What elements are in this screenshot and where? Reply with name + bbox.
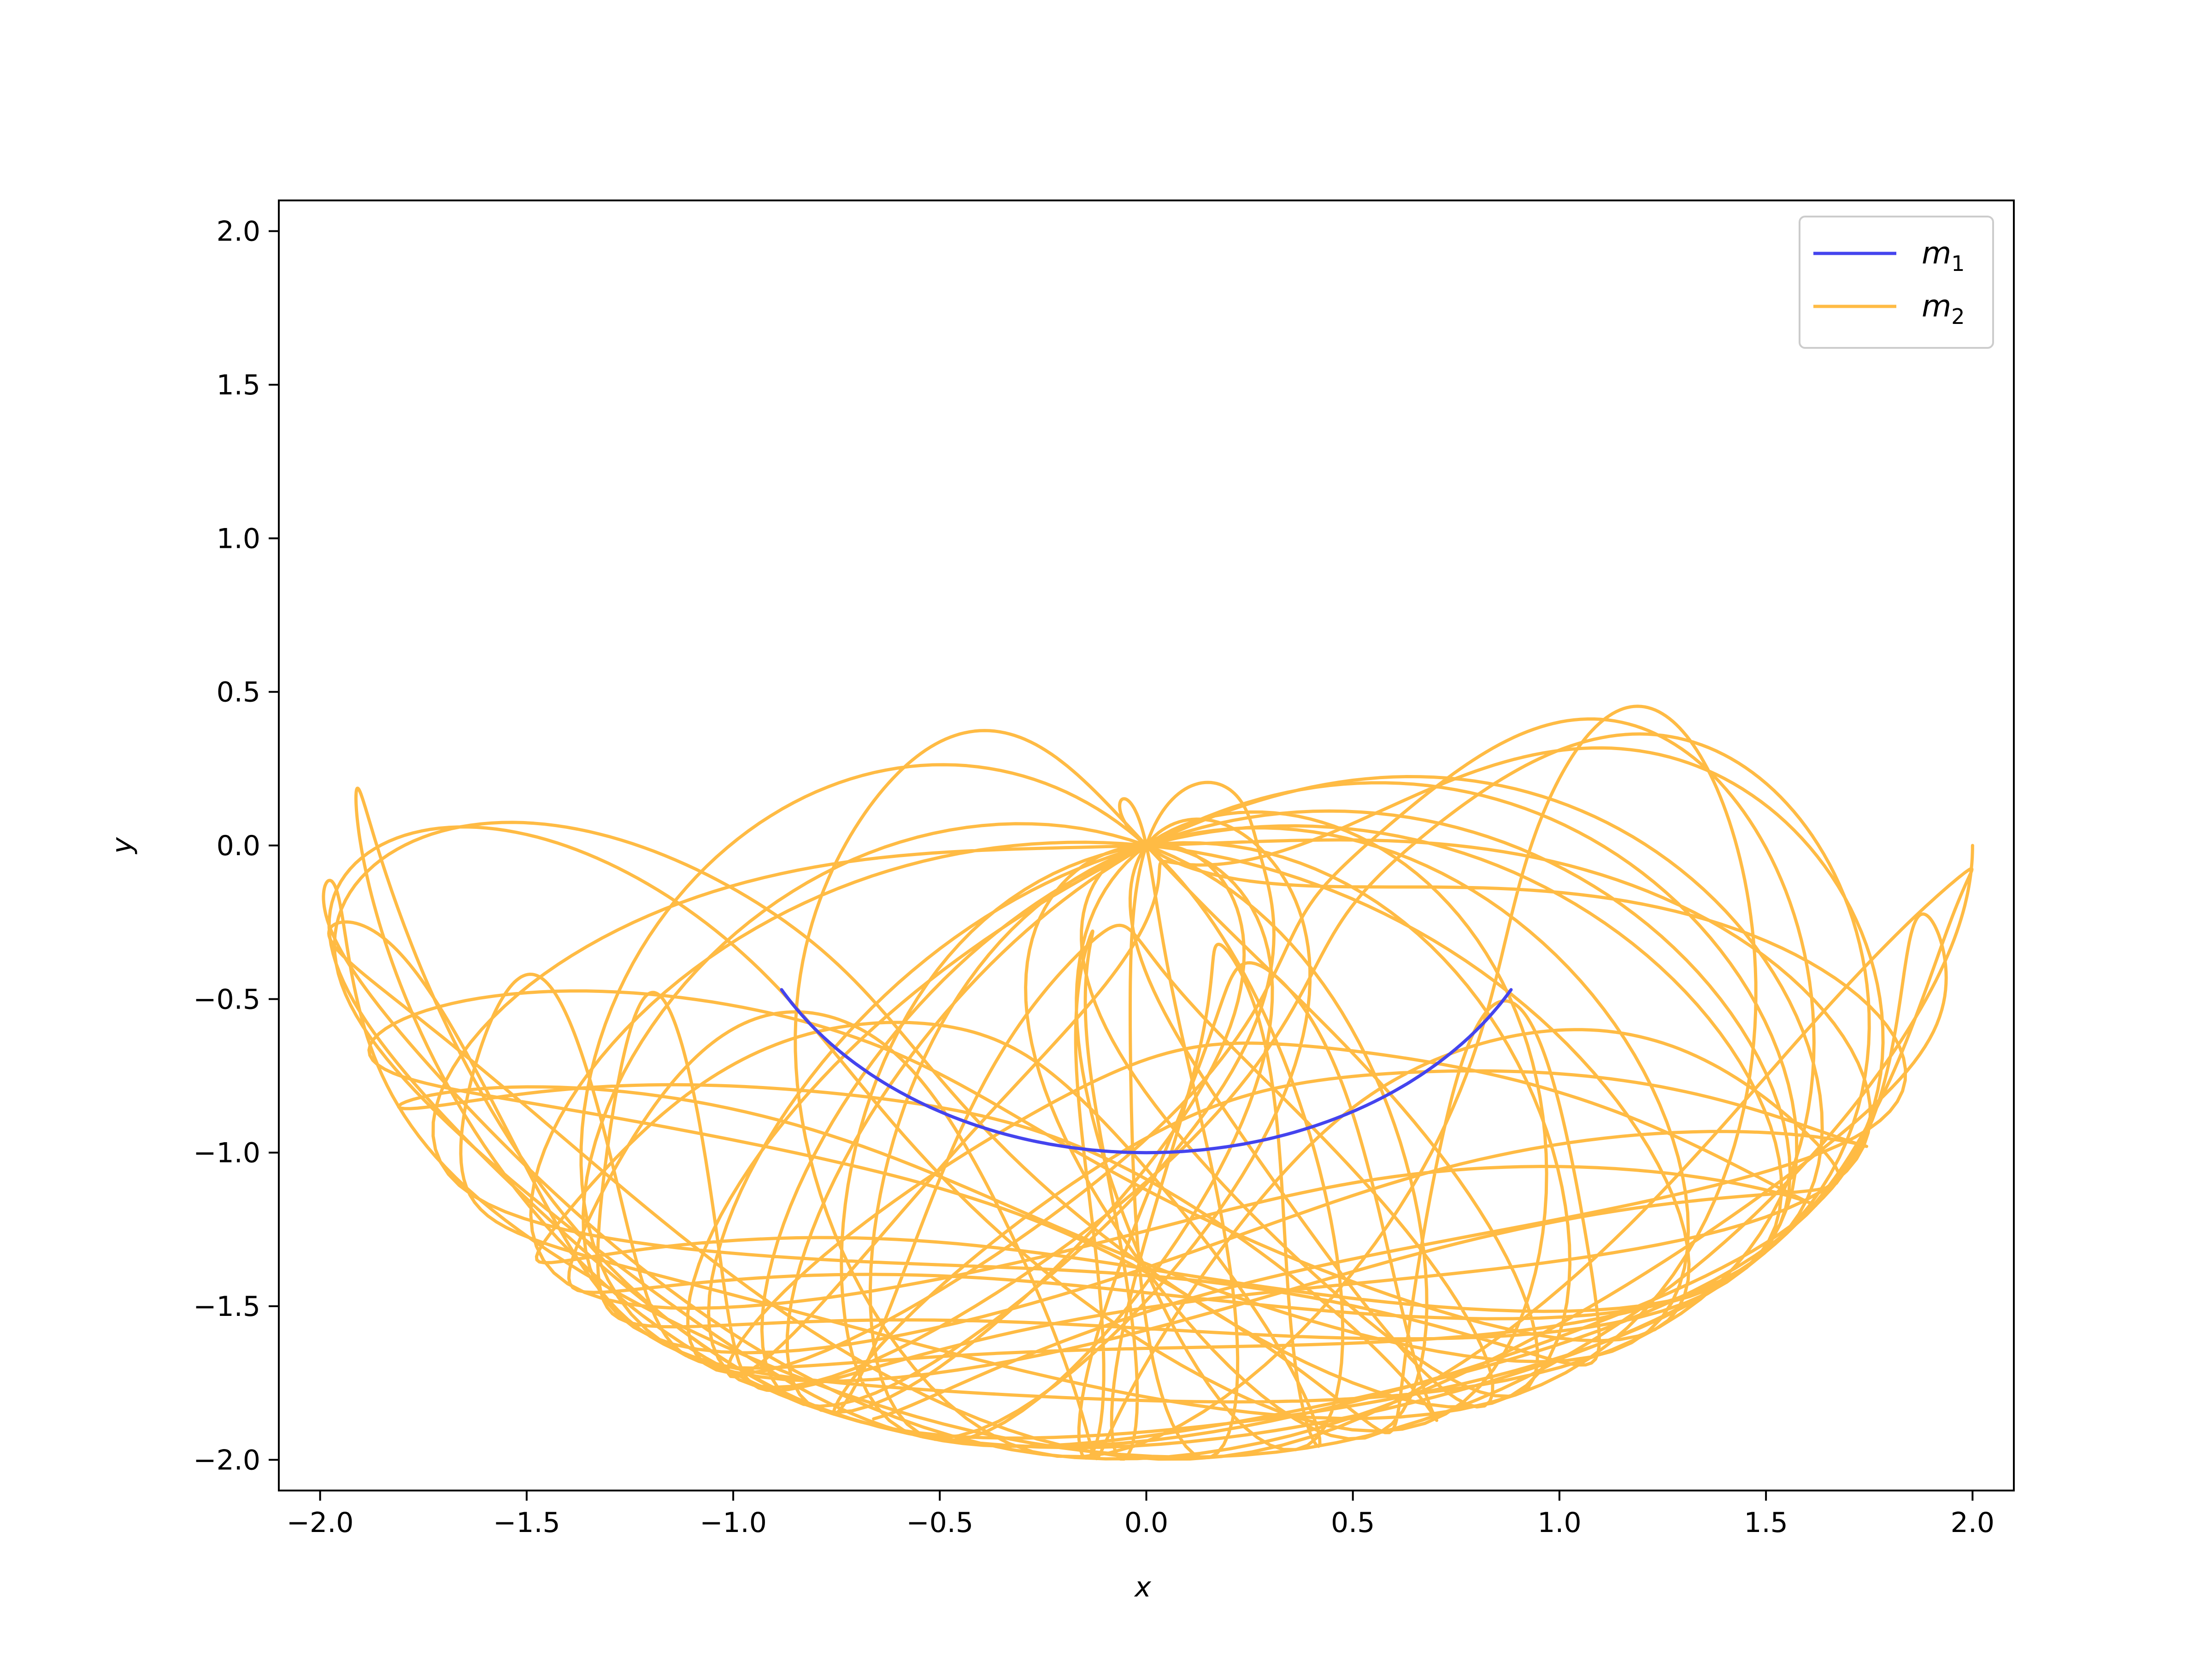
y-tick-label: −1.5: [193, 1291, 260, 1323]
y-tick-label: 2.0: [217, 216, 260, 248]
series-m1-line: [780, 988, 1513, 1155]
x-tick-label: 0.5: [1331, 1507, 1375, 1539]
x-tick-label: 1.0: [1537, 1507, 1581, 1539]
x-axis-label: x: [1134, 1571, 1151, 1603]
y-tick-label: 0.5: [217, 676, 260, 709]
legend-box: [1799, 216, 1994, 349]
series-m2-line: [322, 704, 1974, 1461]
y-tick-label: 1.0: [217, 522, 260, 555]
x-axis: −2.0 −1.5 −1.0 −0.5 0.0 0.5 1.0 1.5 2.0: [287, 1491, 1994, 1539]
y-tick-label: −2.0: [193, 1444, 260, 1476]
y-tick-label: −1.0: [193, 1137, 260, 1169]
x-tick-label: −1.0: [700, 1507, 767, 1539]
x-tick-label: 2.0: [1951, 1507, 1994, 1539]
legend-label-m2: m2: [1922, 288, 1965, 329]
legend-label-m1: m1: [1922, 235, 1965, 276]
y-tick-label: −0.5: [193, 983, 260, 1015]
x-tick-label: −2.0: [287, 1507, 354, 1539]
x-tick-label: 0.0: [1124, 1507, 1168, 1539]
x-tick-label: −0.5: [906, 1507, 973, 1539]
x-tick-label: −1.5: [493, 1507, 560, 1539]
x-tick-label: 1.5: [1744, 1507, 1788, 1539]
y-axis-label: y: [106, 837, 138, 855]
y-tick-label: 0.0: [217, 830, 260, 862]
y-tick-label: 1.5: [217, 369, 260, 401]
y-axis: −2.0 −1.5 −1.0 −0.5 0.0 0.5 1.0 1.5 2.0: [193, 216, 279, 1476]
